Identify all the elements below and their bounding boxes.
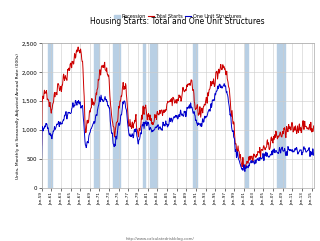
Bar [194,43,197,188]
Bar [94,43,99,188]
Bar [48,43,52,188]
Bar [150,43,156,188]
Legend: Recession, Total Starts, One Unit Structures: Recession, Total Starts, One Unit Struct… [114,14,241,19]
Bar [143,43,145,188]
Y-axis label: Units, Monthly at Seasonally Adjusted Annual Rate (000s): Units, Monthly at Seasonally Adjusted An… [16,53,20,179]
Bar [277,43,285,188]
Text: http://www.calculatedriskblog.com/: http://www.calculatedriskblog.com/ [126,237,194,241]
Title: Housing Starts: Total and One Unit Structures: Housing Starts: Total and One Unit Struc… [90,17,265,26]
Bar [113,43,120,188]
Bar [245,43,248,188]
